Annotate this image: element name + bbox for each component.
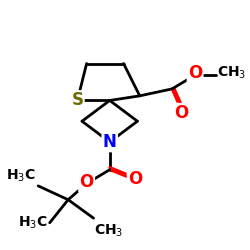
Text: H$_3$C: H$_3$C bbox=[6, 167, 36, 184]
Text: O: O bbox=[80, 174, 94, 192]
Text: H$_3$C: H$_3$C bbox=[18, 214, 48, 231]
Text: CH$_3$: CH$_3$ bbox=[217, 64, 246, 81]
Text: CH$_3$: CH$_3$ bbox=[94, 223, 123, 239]
Text: S: S bbox=[72, 92, 84, 110]
Text: O: O bbox=[174, 104, 188, 122]
Text: N: N bbox=[103, 133, 117, 151]
Text: O: O bbox=[188, 64, 202, 82]
Text: O: O bbox=[128, 170, 142, 188]
